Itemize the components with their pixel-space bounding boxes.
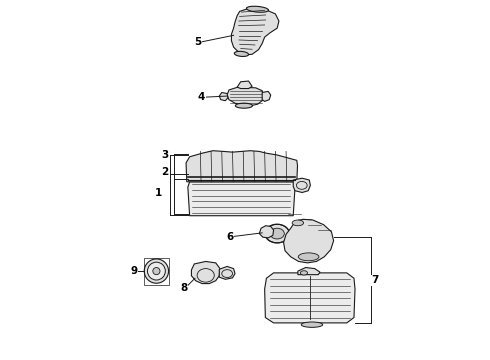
Polygon shape (186, 151, 297, 182)
Ellipse shape (235, 103, 252, 108)
Polygon shape (265, 273, 355, 323)
Ellipse shape (300, 271, 308, 275)
Polygon shape (262, 91, 270, 102)
Ellipse shape (270, 228, 284, 239)
Text: 1: 1 (155, 188, 162, 198)
Polygon shape (220, 93, 228, 101)
Text: 6: 6 (226, 232, 234, 242)
Polygon shape (231, 8, 279, 55)
Ellipse shape (234, 51, 248, 57)
Polygon shape (192, 261, 220, 284)
Polygon shape (220, 266, 235, 279)
Text: 2: 2 (161, 167, 169, 177)
Ellipse shape (153, 267, 160, 275)
Polygon shape (227, 87, 264, 106)
Ellipse shape (144, 259, 169, 283)
Ellipse shape (292, 220, 304, 226)
Polygon shape (237, 81, 252, 89)
Ellipse shape (147, 262, 165, 280)
Text: 7: 7 (372, 275, 379, 285)
Polygon shape (259, 226, 273, 238)
Text: 4: 4 (198, 92, 205, 102)
Text: 9: 9 (131, 266, 138, 276)
Ellipse shape (246, 6, 269, 12)
Polygon shape (188, 182, 295, 216)
Polygon shape (284, 219, 334, 263)
Text: 3: 3 (161, 150, 169, 160)
Ellipse shape (265, 224, 289, 243)
Polygon shape (298, 267, 320, 275)
Text: 8: 8 (181, 283, 188, 293)
Ellipse shape (298, 253, 319, 261)
Ellipse shape (301, 322, 323, 327)
Polygon shape (293, 178, 310, 193)
Text: 5: 5 (194, 37, 201, 47)
